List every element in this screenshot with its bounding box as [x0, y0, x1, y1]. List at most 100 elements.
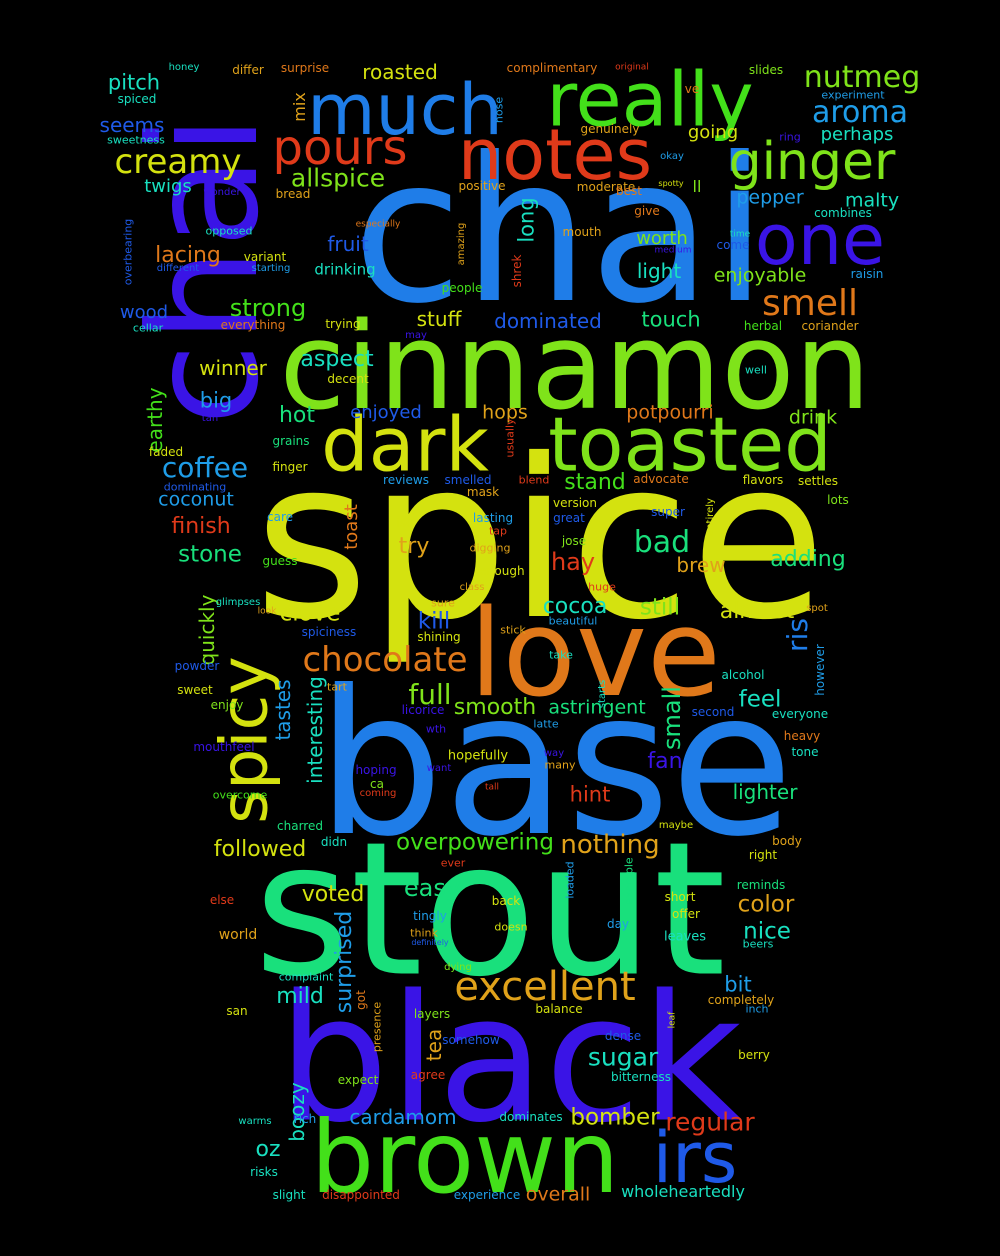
word-agree: agree: [410, 1068, 446, 1082]
word-drinking: drinking: [314, 260, 376, 279]
word-cardamom: cardamom: [349, 1105, 457, 1129]
word-version: version: [553, 496, 597, 510]
word-medium: medium: [654, 245, 692, 256]
word-offer: offer: [672, 907, 700, 921]
word-tingly: tingly: [413, 909, 447, 923]
word-faded: faded: [148, 445, 184, 459]
word-ring: ring: [779, 130, 801, 144]
word-followed: followed: [213, 837, 307, 862]
word-second: second: [691, 705, 735, 719]
word-heavy: heavy: [783, 729, 821, 743]
word-balance: balance: [535, 1002, 583, 1016]
word-mouthfeel: mouthfeel: [193, 740, 255, 754]
word-expect: expect: [337, 1073, 379, 1087]
word-earthy: earthy: [143, 387, 167, 453]
word-tone: tone: [791, 745, 819, 759]
word-chai: chai: [352, 115, 768, 348]
word-lighter: lighter: [732, 780, 798, 804]
word-full: full: [408, 678, 452, 711]
word-powder: powder: [174, 659, 220, 673]
word-love: love: [469, 585, 721, 724]
word-clove: clove: [279, 600, 341, 627]
word-take: take: [549, 648, 573, 662]
word-class: class: [459, 582, 485, 593]
word-toasted: toasted: [548, 400, 832, 489]
word-stick: stick: [500, 623, 526, 637]
word-light: light: [636, 259, 682, 283]
word-tastes: tastes: [271, 679, 295, 741]
word-inch: inch: [745, 1002, 769, 1016]
word-cocoa: cocoa: [542, 594, 608, 619]
word-entirely: entirely: [705, 498, 716, 536]
word-regular: regular: [665, 1107, 755, 1137]
word-decent: decent: [327, 372, 369, 386]
word-feel: feel: [738, 686, 782, 713]
word-dense: dense: [604, 1029, 642, 1043]
word-ve: ve: [684, 82, 700, 96]
word-moderate: moderate: [576, 180, 636, 194]
word-loaded: loaded: [563, 861, 577, 899]
word-reviews: reviews: [383, 473, 429, 487]
word-small: small: [658, 686, 686, 750]
word-world: world: [218, 927, 258, 943]
word-shining: shining: [417, 630, 461, 644]
word-genuinely: genuinely: [580, 122, 640, 136]
word-experiment: experiment: [821, 88, 885, 102]
word-ca: ca: [370, 777, 384, 791]
word-mild: mild: [276, 984, 324, 1009]
word-spiciness: spiciness: [301, 625, 357, 639]
word-ginger: ginger: [728, 132, 896, 192]
word-doesn: doesn: [494, 920, 528, 934]
word-beautiful: beautiful: [548, 614, 598, 628]
word-tea: tea: [422, 1028, 446, 1062]
word-think: think: [410, 926, 438, 940]
word-okay: okay: [660, 151, 684, 162]
word-sugar: sugar: [587, 1042, 659, 1072]
word-aspect: aspect: [300, 347, 374, 372]
word-beers: beers: [742, 937, 774, 951]
word-great: great: [553, 511, 585, 525]
word-adding: adding: [770, 547, 846, 572]
word-color: color: [737, 891, 795, 918]
word-cinnamon: cinnamon: [279, 298, 871, 437]
word-coconut: coconut: [158, 488, 234, 511]
word-wth: wth: [425, 722, 447, 736]
word-dark: dark: [321, 400, 489, 489]
word-smelled: smelled: [444, 473, 492, 487]
word-coming: coming: [359, 788, 397, 799]
word-mouth: mouth: [562, 225, 602, 239]
word-touch: touch: [641, 307, 701, 332]
word-come: come: [716, 238, 750, 252]
word-didn: didn: [320, 835, 348, 849]
word-twigs: twigs: [144, 176, 192, 197]
word-care: care: [266, 510, 294, 524]
word-enjoyed: enjoyed: [350, 402, 422, 423]
word-raisin: raisin: [850, 267, 884, 281]
word-finish: finish: [171, 514, 231, 539]
word-potpourri: potpourri: [626, 401, 714, 424]
word-oz: oz: [255, 1137, 281, 1162]
word-super: super: [651, 505, 685, 519]
word-try: try: [398, 534, 430, 559]
word-nutmeg: nutmeg: [803, 60, 921, 95]
word-interesting: interesting: [303, 676, 327, 784]
word-chocolate: chocolate: [302, 640, 468, 680]
word-licorice: licorice: [401, 703, 445, 717]
word-slight: slight: [272, 1188, 306, 1202]
word-finger: finger: [272, 460, 308, 474]
word-positive: positive: [458, 179, 506, 193]
word-tart: tart: [327, 680, 347, 694]
word-lacing: lacing: [155, 243, 221, 268]
word-mask: mask: [466, 485, 500, 499]
word-however: however: [813, 644, 827, 696]
word-hint: hint: [569, 782, 611, 807]
word-completely: completely: [707, 993, 775, 1007]
word-irs: irs: [652, 1117, 738, 1199]
word-huge: huge: [588, 580, 616, 594]
word-toast: toast: [341, 504, 362, 550]
word-starts: starts: [597, 679, 608, 709]
word-trying: trying: [325, 317, 361, 331]
word-experience: experience: [453, 1188, 521, 1202]
word-spiced: spiced: [117, 92, 157, 106]
word-dominated: dominated: [494, 309, 602, 333]
